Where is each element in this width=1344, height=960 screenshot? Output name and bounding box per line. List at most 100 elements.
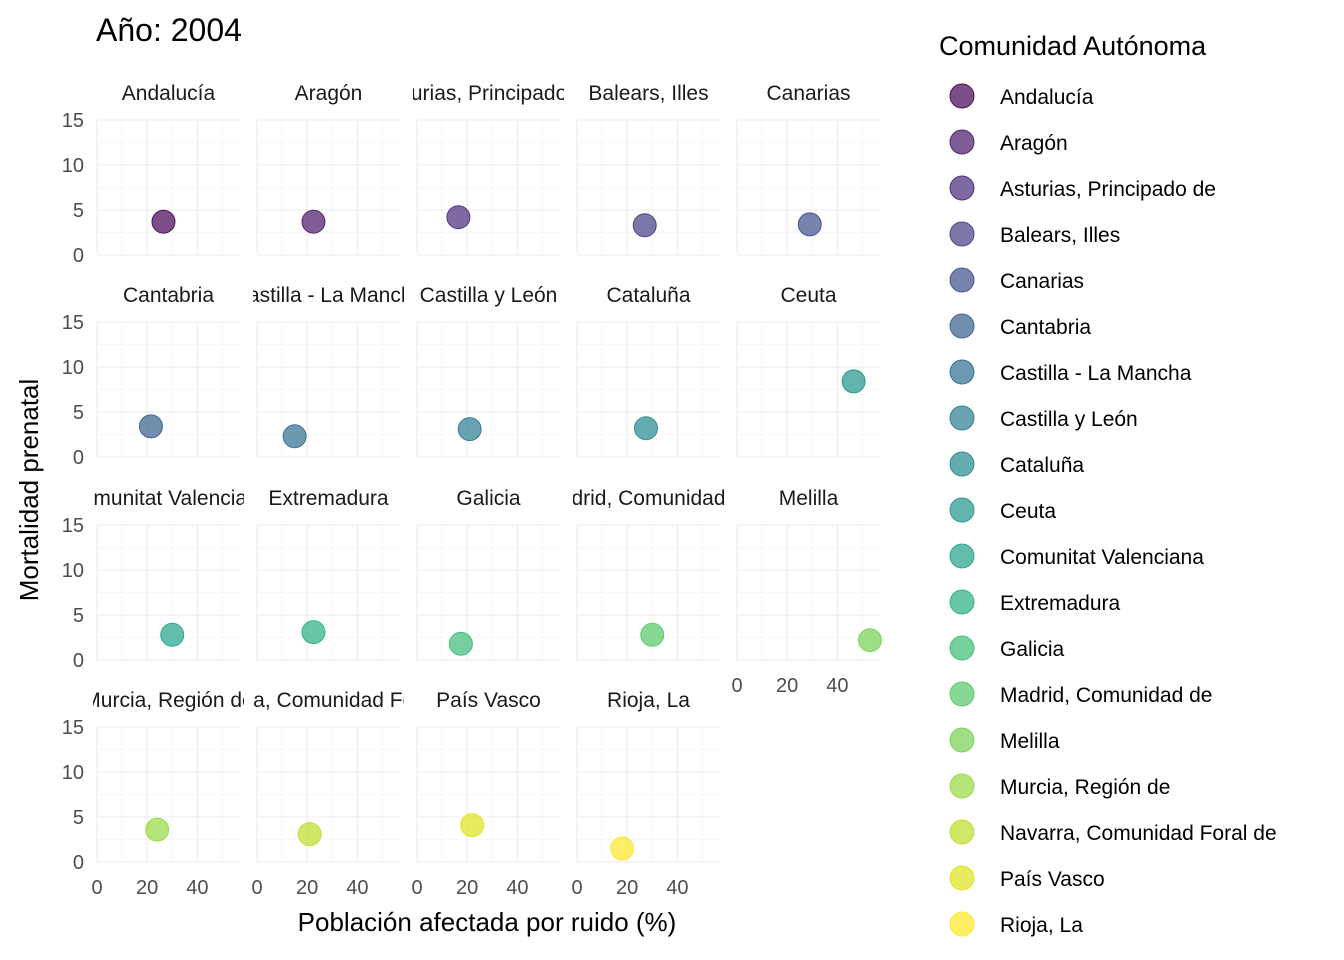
data-point <box>446 205 471 230</box>
legend-key <box>949 865 975 891</box>
legend-item: Castilla y León <box>949 405 1138 431</box>
legend-item: Madrid, Comunidad de <box>949 681 1212 707</box>
legend-key <box>949 83 975 109</box>
legend-label: Aragón <box>1000 132 1068 155</box>
legend-key <box>949 543 975 569</box>
data-point <box>297 822 322 847</box>
legend-key <box>949 819 975 845</box>
legend-item: Castilla - La Mancha <box>949 359 1192 385</box>
y-tick-label: 5 <box>73 807 84 829</box>
data-point <box>151 209 176 234</box>
x-tick-label: 0 <box>251 877 262 899</box>
legend: Comunidad Autónoma Andalucía Aragón Asturi… <box>939 31 1277 937</box>
legend-item: Cantabria <box>949 313 1091 339</box>
facet-panel: Navarra, Comunidad Foral de 0 20 40 <box>190 689 467 899</box>
facet-panel: Galicia <box>416 487 560 661</box>
legend-item: Rioja, La <box>949 911 1083 937</box>
legend-label: Cataluña <box>1000 454 1084 477</box>
y-tick-label: 15 <box>62 717 84 739</box>
legend-item: Comunitat Valenciana <box>949 543 1204 569</box>
facet-strip-label: Canarias <box>766 82 850 105</box>
facet-panel: Asturias, Principado de <box>381 82 597 256</box>
legend-label: Asturias, Principado de <box>1000 178 1216 201</box>
legend-label: Extremadura <box>1000 592 1121 615</box>
y-tick-label: 0 <box>73 852 84 874</box>
facet-panel: Andalucía 0 5 10 15 <box>62 82 240 267</box>
legend-item: Murcia, Región de <box>949 773 1170 799</box>
x-tick-label: 0 <box>411 877 422 899</box>
legend-item: Balears, Illes <box>949 221 1120 247</box>
facet-panels: Andalucía 0 5 10 15 Aragón Asturias, Principad… <box>62 82 882 899</box>
facet-strip-label: Balears, Illes <box>588 82 708 105</box>
legend-key <box>949 589 975 615</box>
facet-strip-label: Galicia <box>456 487 521 510</box>
legend-label: Castilla y León <box>1000 408 1138 431</box>
data-point <box>610 836 635 861</box>
legend-key <box>949 129 975 155</box>
x-tick-label: 40 <box>666 877 688 899</box>
facet-strip-label: Asturias, Principado de <box>381 82 597 105</box>
legend-item: Asturias, Principado de <box>949 175 1216 201</box>
y-tick-label: 5 <box>73 402 84 424</box>
y-tick-label: 15 <box>62 515 84 537</box>
facet-strip-label: Navarra, Comunidad Foral de <box>190 689 467 712</box>
x-tick-label: 0 <box>571 877 582 899</box>
x-tick-label: 40 <box>346 877 368 899</box>
legend-key <box>949 497 975 523</box>
legend-label: Murcia, Región de <box>1000 776 1170 799</box>
data-point <box>160 622 185 647</box>
y-axis-title: Mortalidad prenatal <box>14 379 44 602</box>
legend-item: Aragón <box>949 129 1068 155</box>
facet-panel: País Vasco 0 20 40 <box>411 689 560 899</box>
facet-strip-label: Castilla y León <box>420 284 558 307</box>
legend-key <box>949 773 975 799</box>
legend-key <box>949 313 975 339</box>
y-tick-label: 15 <box>62 110 84 132</box>
legend-label: Cantabria <box>1000 316 1091 339</box>
legend-item: Canarias <box>949 267 1084 293</box>
facet-panel: Murcia, Región de 0 5 10 15 0 20 40 <box>62 689 253 899</box>
data-point <box>797 212 822 237</box>
legend-key <box>949 405 975 431</box>
y-tick-label: 0 <box>73 650 84 672</box>
facet-panel: Extremadura <box>256 487 400 661</box>
data-point <box>857 628 882 653</box>
legend-label: Ceuta <box>1000 500 1056 523</box>
chart-title: Año: 2004 <box>96 12 242 48</box>
legend-item: Andalucía <box>949 83 1094 109</box>
facet-panel: Ceuta <box>736 284 880 458</box>
x-tick-label: 0 <box>731 675 742 697</box>
legend-key <box>949 911 975 937</box>
data-point <box>448 631 473 656</box>
legend-key <box>949 175 975 201</box>
facet-strip-label: País Vasco <box>436 689 541 712</box>
y-tick-label: 10 <box>62 155 84 177</box>
legend-label: Melilla <box>1000 730 1060 753</box>
data-point <box>457 417 482 442</box>
y-tick-label: 5 <box>73 200 84 222</box>
facet-panel: Cantabria 0 5 10 15 <box>62 284 240 469</box>
legend-label: Balears, Illes <box>1000 224 1120 247</box>
facet-strip-label: Aragón <box>295 82 363 105</box>
facet-panel: Rioja, La 0 20 40 <box>571 689 720 899</box>
facet-strip-label: Murcia, Región de <box>83 689 253 712</box>
facet-strip-label: Castilla - La Mancha <box>233 284 425 307</box>
data-point <box>301 620 326 645</box>
data-point <box>282 424 307 449</box>
y-tick-label: 10 <box>62 762 84 784</box>
legend-label: Rioja, La <box>1000 914 1083 937</box>
legend-key <box>949 727 975 753</box>
data-point <box>460 813 485 838</box>
legend-key <box>949 221 975 247</box>
facet-panel: Balears, Illes <box>576 82 720 256</box>
legend-item: Extremadura <box>949 589 1121 615</box>
facet-strip-label: Cantabria <box>123 284 214 307</box>
facet-panel: Castilla - La Mancha <box>233 284 425 458</box>
facet-strip-label: Cataluña <box>606 284 690 307</box>
facet-strip-label: Andalucía <box>122 82 216 105</box>
facet-panel: Castilla y León <box>416 284 560 458</box>
data-point <box>841 369 866 394</box>
facet-panel: Comunitat Valenciana 0 5 10 15 <box>62 487 244 672</box>
facet-strip-label: Rioja, La <box>607 689 690 712</box>
